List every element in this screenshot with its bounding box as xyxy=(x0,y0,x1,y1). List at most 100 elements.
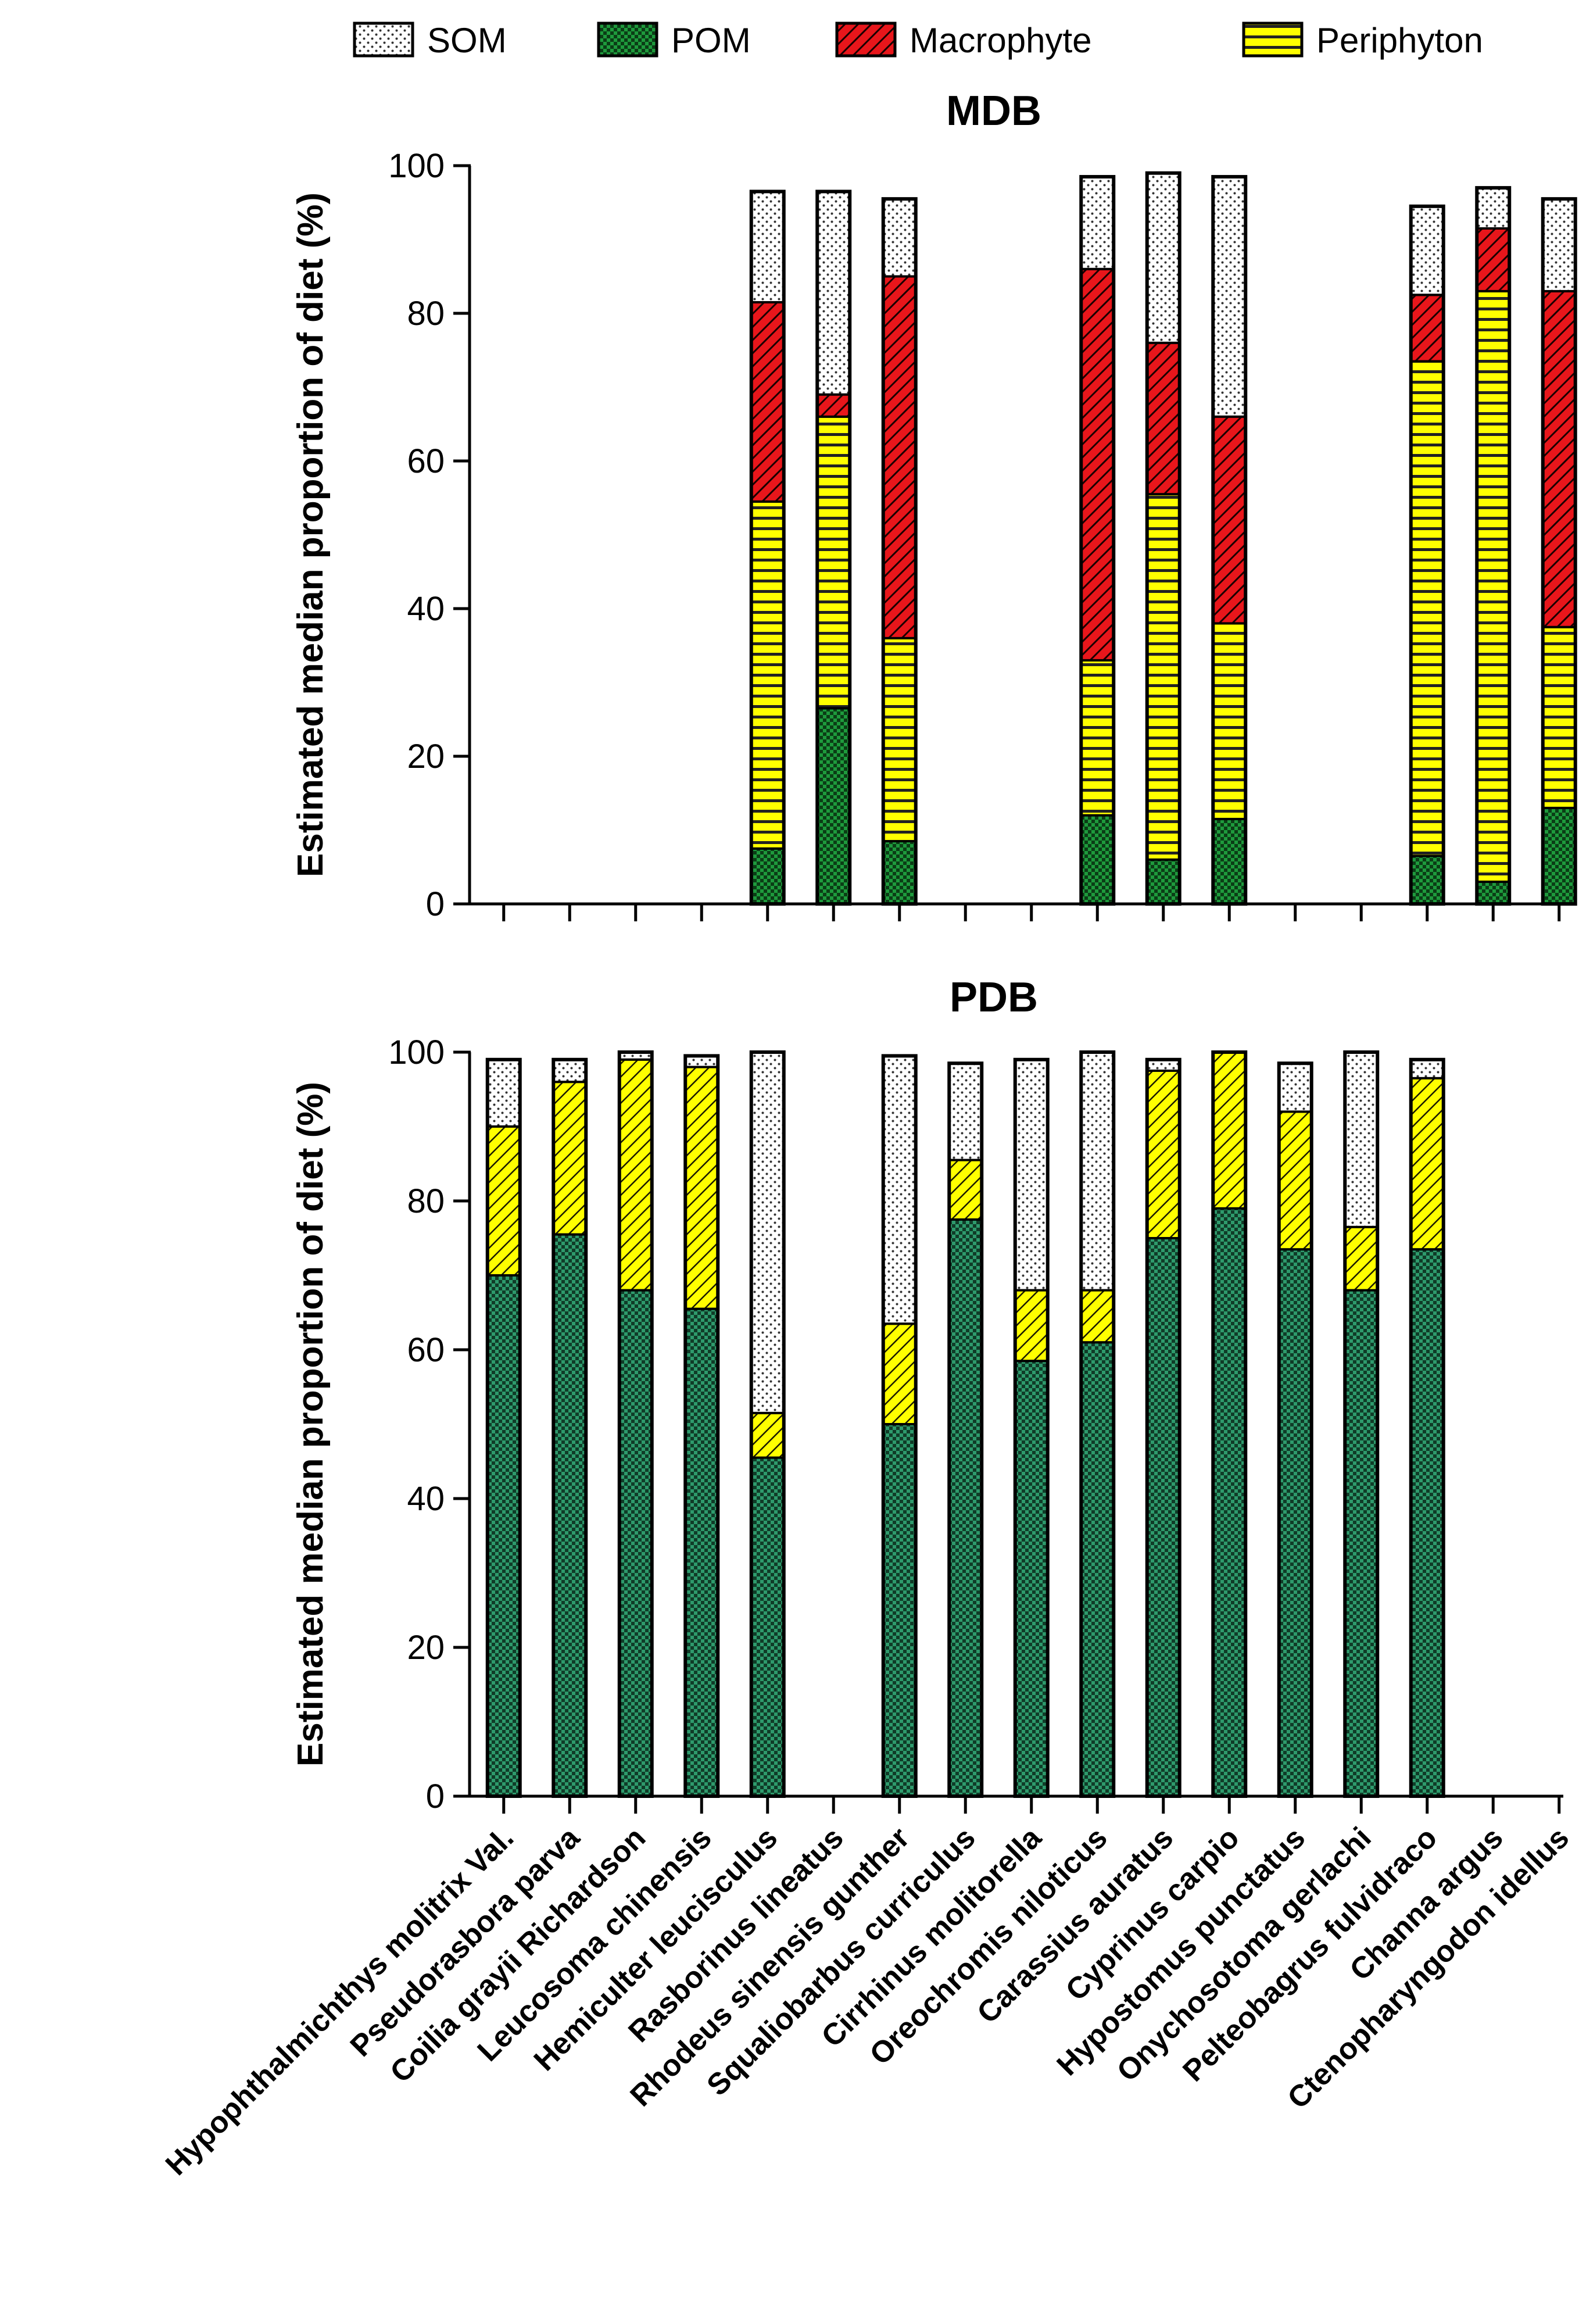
bar-segment-pom xyxy=(1212,817,1247,905)
bar-segment-som xyxy=(948,1062,983,1161)
panel-mdb: MDB Estimated median proportion of diet (… xyxy=(291,88,1577,923)
bar-segment-pom xyxy=(1014,1360,1049,1797)
bar-segment-som xyxy=(750,190,785,303)
bar-outline xyxy=(947,1061,984,1798)
bar-segment-pom xyxy=(618,1289,653,1798)
bar-segment-som xyxy=(552,1058,588,1084)
bar-segment-periphyton xyxy=(1145,493,1181,861)
legend-label-som: SOM xyxy=(427,21,507,60)
bar-segment-periphyton xyxy=(1344,1225,1379,1292)
bar-segment-macrophyte xyxy=(1541,289,1577,628)
bar-segment-macrophyte xyxy=(1476,227,1511,292)
y-tick-label: 20 xyxy=(407,1629,445,1667)
legend-label-pom: POM xyxy=(671,21,751,60)
y-tick-label: 60 xyxy=(407,1331,445,1369)
bar-segment-pom xyxy=(684,1307,719,1798)
bar-outline xyxy=(1145,1057,1181,1798)
bar-segment-som xyxy=(1080,1051,1115,1292)
y-axis-label: Estimated median proportion of diet (%) xyxy=(291,1082,331,1767)
bar-outline xyxy=(485,1057,522,1798)
bar-segment-pom xyxy=(1145,1237,1181,1797)
bar-outline xyxy=(881,1054,918,1798)
bar-segment-pom xyxy=(816,707,851,905)
bar-segment-som xyxy=(1344,1051,1379,1228)
bar-outline xyxy=(1409,204,1445,906)
bar-outline xyxy=(683,1054,720,1798)
y-tick-label: 80 xyxy=(407,295,445,332)
bar-segment-periphyton xyxy=(1145,1070,1181,1239)
category-label: Coilia grayii Richardson xyxy=(384,1821,652,2089)
bar-segment-periphyton xyxy=(1212,1051,1247,1210)
y-tick-label: 100 xyxy=(388,147,445,185)
bar-segment-pom xyxy=(948,1218,983,1797)
bar-segment-periphyton xyxy=(882,1322,917,1425)
bar-segment-pom xyxy=(1212,1207,1247,1798)
bar-segment-macrophyte xyxy=(1080,267,1115,662)
bar-outline xyxy=(1277,1061,1313,1798)
panel-title: MDB xyxy=(946,88,1041,134)
bar-segment-periphyton xyxy=(816,415,851,710)
bar-outline xyxy=(1475,186,1512,906)
y-tick-label: 40 xyxy=(407,590,445,628)
y-tick-label: 40 xyxy=(407,1480,445,1518)
y-tick-label: 0 xyxy=(426,885,445,923)
bar-segment-periphyton xyxy=(882,637,917,843)
bar-segment-periphyton xyxy=(618,1058,653,1292)
bar-segment-som xyxy=(816,190,851,396)
panel-pdb: PDB Estimated median proportion of diet (… xyxy=(291,974,1563,1815)
bar-segment-periphyton xyxy=(486,1125,521,1277)
bar-outline xyxy=(1211,1050,1248,1798)
bar-segment-macrophyte xyxy=(1145,341,1181,496)
y-axis-label: Estimated median proportion of diet (%) xyxy=(291,192,331,877)
bar-segment-periphyton xyxy=(750,1411,785,1459)
bar-outline xyxy=(1409,1057,1445,1798)
bar-segment-pom xyxy=(1277,1248,1313,1797)
chart-legend: SOM POM Macrophyte Periphyton xyxy=(353,21,1483,60)
bar-segment-macrophyte xyxy=(1212,415,1247,625)
bar-segment-pom xyxy=(1080,814,1115,905)
bar-segment-som xyxy=(486,1058,521,1128)
bar-segment-pom xyxy=(552,1233,588,1798)
bar-segment-pom xyxy=(1409,854,1445,905)
bar-segment-pom xyxy=(1541,806,1577,906)
bar-segment-periphyton xyxy=(750,500,785,850)
bar-outline xyxy=(1541,197,1577,906)
legend-swatch-pom xyxy=(597,22,658,58)
category-labels: Hypophthalmichthys molitrix Val.Pseudora… xyxy=(159,1821,1576,2182)
bar-segment-periphyton xyxy=(1014,1289,1049,1363)
bar-segment-macrophyte xyxy=(816,393,851,418)
bar-segment-pom xyxy=(882,1423,917,1797)
bar-segment-som xyxy=(750,1051,785,1414)
bar-segment-periphyton xyxy=(1212,622,1247,820)
bar-segment-periphyton xyxy=(948,1159,983,1221)
bar-segment-pom xyxy=(486,1274,521,1797)
bar-segment-som xyxy=(882,1054,917,1325)
bar-segment-periphyton xyxy=(552,1081,588,1236)
bar-segment-pom xyxy=(1344,1289,1379,1798)
y-tick-label: 0 xyxy=(426,1778,445,1815)
bar-segment-som xyxy=(1212,176,1247,418)
bar-segment-pom xyxy=(882,840,917,906)
bar-outline xyxy=(815,190,852,906)
y-tick-label: 20 xyxy=(407,738,445,775)
bar-outline xyxy=(749,190,786,906)
bar-outline xyxy=(749,1050,786,1798)
bar-segment-som xyxy=(1476,187,1511,230)
bar-segment-som xyxy=(1080,176,1115,270)
y-tick-label: 100 xyxy=(388,1034,445,1071)
bar-segment-pom xyxy=(750,847,785,905)
bar-segment-som xyxy=(882,198,917,278)
bar-segment-pom xyxy=(1145,858,1181,906)
bar-segment-pom xyxy=(750,1456,785,1798)
bar-segment-periphyton xyxy=(1409,360,1445,857)
bar-segment-periphyton xyxy=(1476,289,1511,883)
bar-segment-som xyxy=(1145,171,1181,344)
bar-outline xyxy=(617,1050,654,1798)
bar-segment-som xyxy=(1409,1058,1445,1079)
legend-swatch-macrophyte xyxy=(835,22,897,58)
bar-segment-som xyxy=(1541,198,1577,292)
y-tick-label: 80 xyxy=(407,1182,445,1220)
bar-segment-macrophyte xyxy=(1409,294,1445,363)
